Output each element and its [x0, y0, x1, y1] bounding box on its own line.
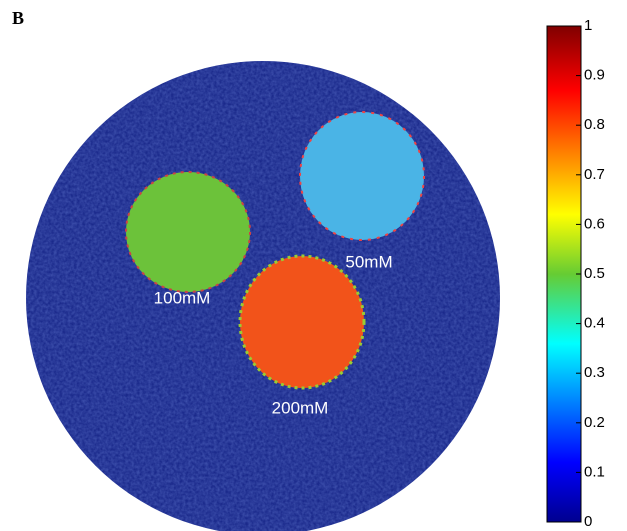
figure: B 100mM 50mM 200mM 0 0.1 0.2 0.3 0.4 0.5 0.6 0.…: [0, 0, 627, 531]
tick-label: 0.5: [584, 265, 605, 282]
tick-label: 0.1: [584, 463, 605, 480]
tick-label: 0.3: [584, 364, 605, 381]
tick-label: 0.7: [584, 166, 605, 183]
vial-100mm: [126, 172, 250, 292]
page: B 100mM 50mM 200mM 0 0.1 0.2 0.3 0.4 0.5 0.6 0.…: [0, 0, 627, 531]
vial-200mm: [240, 256, 364, 388]
vial-label: 100mM: [154, 288, 211, 307]
tick-label: 0.8: [584, 116, 605, 133]
tick-label: 0.2: [584, 414, 605, 431]
tick-label: 0.4: [584, 315, 605, 332]
vial-50mm: [300, 112, 424, 240]
tick-label: 1: [584, 17, 592, 34]
panel-label: B: [12, 8, 24, 28]
vial-label: 50mM: [345, 252, 392, 271]
vial-label: 200mM: [272, 398, 329, 417]
colorbar: [547, 26, 581, 522]
tick-label: 0: [584, 513, 592, 530]
tick-label: 0.6: [584, 215, 605, 232]
tick-label: 0.9: [584, 67, 605, 84]
